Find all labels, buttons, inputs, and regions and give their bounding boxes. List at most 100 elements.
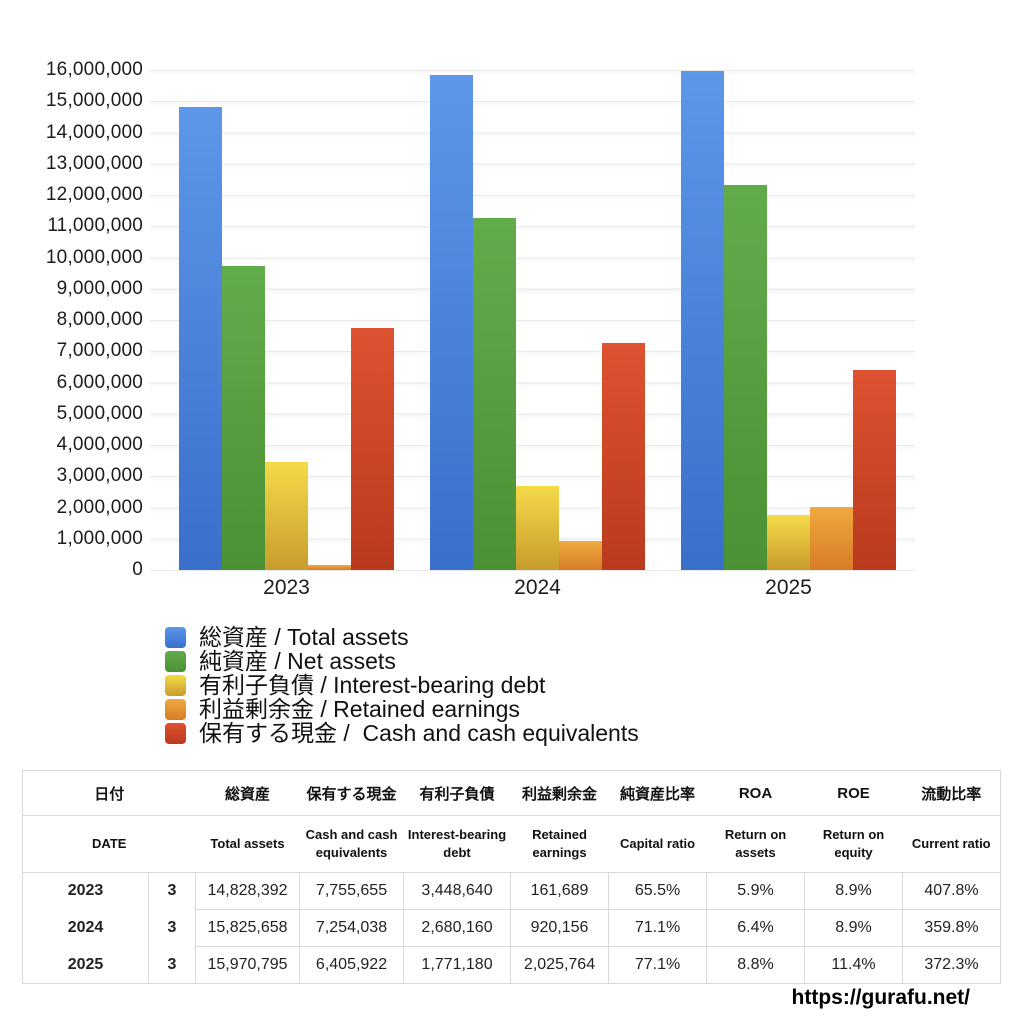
table-header: 日付 総資産 保有する現金 有利子負債 利益剰余金 純資産比率 ROA ROE 流動比率 DATE… bbox=[22, 770, 1001, 873]
legend-item-interest-bearing-debt: 有利子負債 / Interest-bearing debt bbox=[165, 673, 639, 697]
bar-interest-bearing-debt-2024 bbox=[516, 486, 559, 570]
value-cell: 15,970,795 bbox=[195, 946, 300, 984]
bar-total-assets-2024 bbox=[430, 75, 473, 570]
bar-cash-and-equivalents-2023 bbox=[351, 327, 394, 570]
value-cell: 2,680,160 bbox=[403, 909, 511, 947]
year-cell: 2025 bbox=[67, 955, 104, 973]
legend-swatch-retained-earnings bbox=[165, 698, 186, 720]
column-header: 保有する現金 bbox=[299, 770, 404, 816]
value-cell: 65.5% bbox=[608, 872, 707, 910]
value-cell: 372.3% bbox=[902, 946, 1001, 984]
bar-interest-bearing-debt-2023 bbox=[265, 462, 308, 570]
legend-item-cash-and-equivalents: 保有する現金 / Cash and cash equivalents bbox=[165, 721, 639, 745]
column-header: Interest-bearing debt bbox=[403, 815, 511, 873]
legend-label: 有利子負債 / Interest-bearing debt bbox=[199, 672, 546, 698]
y-axis-tick-label: 12,000,000 bbox=[45, 184, 143, 205]
x-axis-category-label: 2024 bbox=[514, 576, 561, 599]
plot-area bbox=[150, 70, 915, 571]
y-axis-tick-label: 8,000,000 bbox=[56, 309, 143, 330]
y-axis-tick-label: 1,000,000 bbox=[56, 527, 143, 549]
legend-label: 純資産 / Net assets bbox=[199, 648, 396, 674]
site-url: https://gurafu.net/ bbox=[791, 986, 970, 1009]
value-cell: 2,025,764 bbox=[510, 946, 609, 984]
value-cell: 407.8% bbox=[902, 872, 1001, 910]
x-axis-category-label: 2025 bbox=[765, 576, 812, 599]
bar-retained-earnings-2023 bbox=[308, 564, 351, 570]
value-cell: 3,448,640 bbox=[403, 872, 511, 910]
y-axis-tick-label: 9,000,000 bbox=[56, 277, 143, 299]
legend-swatch-interest-bearing-debt bbox=[165, 674, 186, 696]
column-header: DATE bbox=[22, 815, 196, 873]
chart-legend: 総資産 / Total assets 純資産 / Net assets 有利子負債 … bbox=[165, 625, 639, 745]
column-header: Capital ratio bbox=[608, 815, 707, 873]
value-cell: 920,156 bbox=[510, 909, 609, 947]
table-header-row: 日付 総資産 保有する現金 有利子負債 利益剰余金 純資産比率 ROA ROE 流動比率 bbox=[22, 770, 1001, 816]
value-cell: 5.9% bbox=[706, 872, 805, 910]
y-axis-tick-label: 5,000,000 bbox=[56, 402, 143, 424]
y-axis-tick-label: 2,000,000 bbox=[56, 496, 143, 518]
value-cell: 8.9% bbox=[804, 909, 903, 947]
legend-item-net-assets: 純資産 / Net assets bbox=[165, 649, 639, 673]
column-header: Current ratio bbox=[902, 815, 1001, 873]
y-axis-tick-label: 13,000,000 bbox=[45, 152, 143, 174]
column-header: 総資産 bbox=[195, 770, 300, 816]
financial-data-table: 日付 総資産 保有する現金 有利子負債 利益剰余金 純資産比率 ROA ROE 流動比率 DATE… bbox=[22, 770, 1002, 984]
legend-swatch-net-assets bbox=[165, 650, 186, 672]
legend-swatch-total-assets bbox=[165, 626, 186, 648]
value-cell: 7,755,655 bbox=[299, 872, 404, 910]
y-axis-tick-label: 16,000,000 bbox=[45, 59, 143, 80]
bar-retained-earnings-2025 bbox=[810, 506, 853, 570]
y-axis-tick-label: 6,000,000 bbox=[56, 371, 143, 393]
column-header: 利益剰余金 bbox=[510, 770, 609, 816]
column-header: 日付 bbox=[22, 770, 196, 816]
bar-chart: 16,000,000 15,000,000 14,000,000 13,000,000… bbox=[45, 59, 915, 745]
value-cell: 6.4% bbox=[706, 909, 805, 947]
y-axis-tick-label: 14,000,000 bbox=[45, 121, 143, 143]
column-header: Cash and cash equivalents bbox=[299, 815, 404, 873]
bar-retained-earnings-2024 bbox=[559, 541, 602, 570]
month-cell: 3 bbox=[147, 946, 196, 984]
value-cell: 6,405,922 bbox=[299, 946, 404, 984]
legend-label: 保有する現金 / Cash and cash equivalents bbox=[199, 720, 639, 746]
column-header: 純資産比率 bbox=[608, 770, 707, 816]
table-body: 2023 3 14,828,392 7,755,655 3,448,640 161,689… bbox=[23, 872, 1001, 984]
bar-cash-and-equivalents-2024 bbox=[602, 343, 645, 570]
month-cell: 3 bbox=[147, 909, 196, 947]
y-axis-tick-label: 4,000,000 bbox=[56, 434, 143, 455]
value-cell: 7,254,038 bbox=[299, 909, 404, 947]
month-cell: 3 bbox=[147, 872, 196, 910]
table-row: 2024 3 15,825,658 7,254,038 2,680,160 920,156… bbox=[23, 909, 1001, 947]
column-header: ROA bbox=[706, 770, 805, 816]
table-row: 2023 3 14,828,392 7,755,655 3,448,640 161,689… bbox=[23, 872, 1001, 910]
legend-item-total-assets: 総資産 / Total assets bbox=[165, 625, 639, 649]
y-axis-tick-label: 11,000,000 bbox=[47, 215, 143, 237]
value-cell: 11.4% bbox=[804, 946, 903, 984]
y-axis-tick-label: 15,000,000 bbox=[45, 90, 143, 112]
value-cell: 8.8% bbox=[706, 946, 805, 984]
bar-cash-and-equivalents-2025 bbox=[853, 369, 896, 570]
column-header: 流動比率 bbox=[902, 770, 1001, 816]
bar-interest-bearing-debt-2025 bbox=[767, 514, 810, 570]
column-header: ROE bbox=[804, 770, 903, 816]
x-axis-category-label: 2023 bbox=[263, 576, 310, 599]
legend-item-retained-earnings: 利益剰余金 / Retained earnings bbox=[165, 697, 639, 721]
column-header: 有利子負債 bbox=[403, 770, 511, 816]
value-cell: 71.1% bbox=[608, 909, 707, 947]
year-cell: 2023 bbox=[67, 882, 104, 900]
column-header: Total assets bbox=[195, 815, 300, 873]
y-axis-tick-label: 10,000,000 bbox=[45, 246, 143, 268]
y-axis-tick-label: 3,000,000 bbox=[56, 465, 143, 487]
value-cell: 1,771,180 bbox=[403, 946, 511, 984]
bar-net-assets-2023 bbox=[222, 266, 265, 570]
bar-net-assets-2025 bbox=[724, 185, 767, 570]
bar-total-assets-2025 bbox=[681, 70, 724, 570]
value-cell: 77.1% bbox=[608, 946, 707, 984]
column-header: Retained earnings bbox=[510, 815, 609, 873]
y-axis-tick-label: 7,000,000 bbox=[56, 340, 143, 362]
year-cell: 2024 bbox=[67, 919, 104, 936]
value-cell: 14,828,392 bbox=[195, 872, 300, 910]
y-axis-tick-label: 0 bbox=[132, 559, 143, 580]
table-header-row: DATE Total assets Cash and cash equivalent… bbox=[22, 815, 1001, 873]
table-row: 2025 3 15,970,795 6,405,922 1,771,180 2,025,7… bbox=[23, 946, 1001, 984]
legend-label: 総資産 / Total assets bbox=[199, 624, 409, 650]
